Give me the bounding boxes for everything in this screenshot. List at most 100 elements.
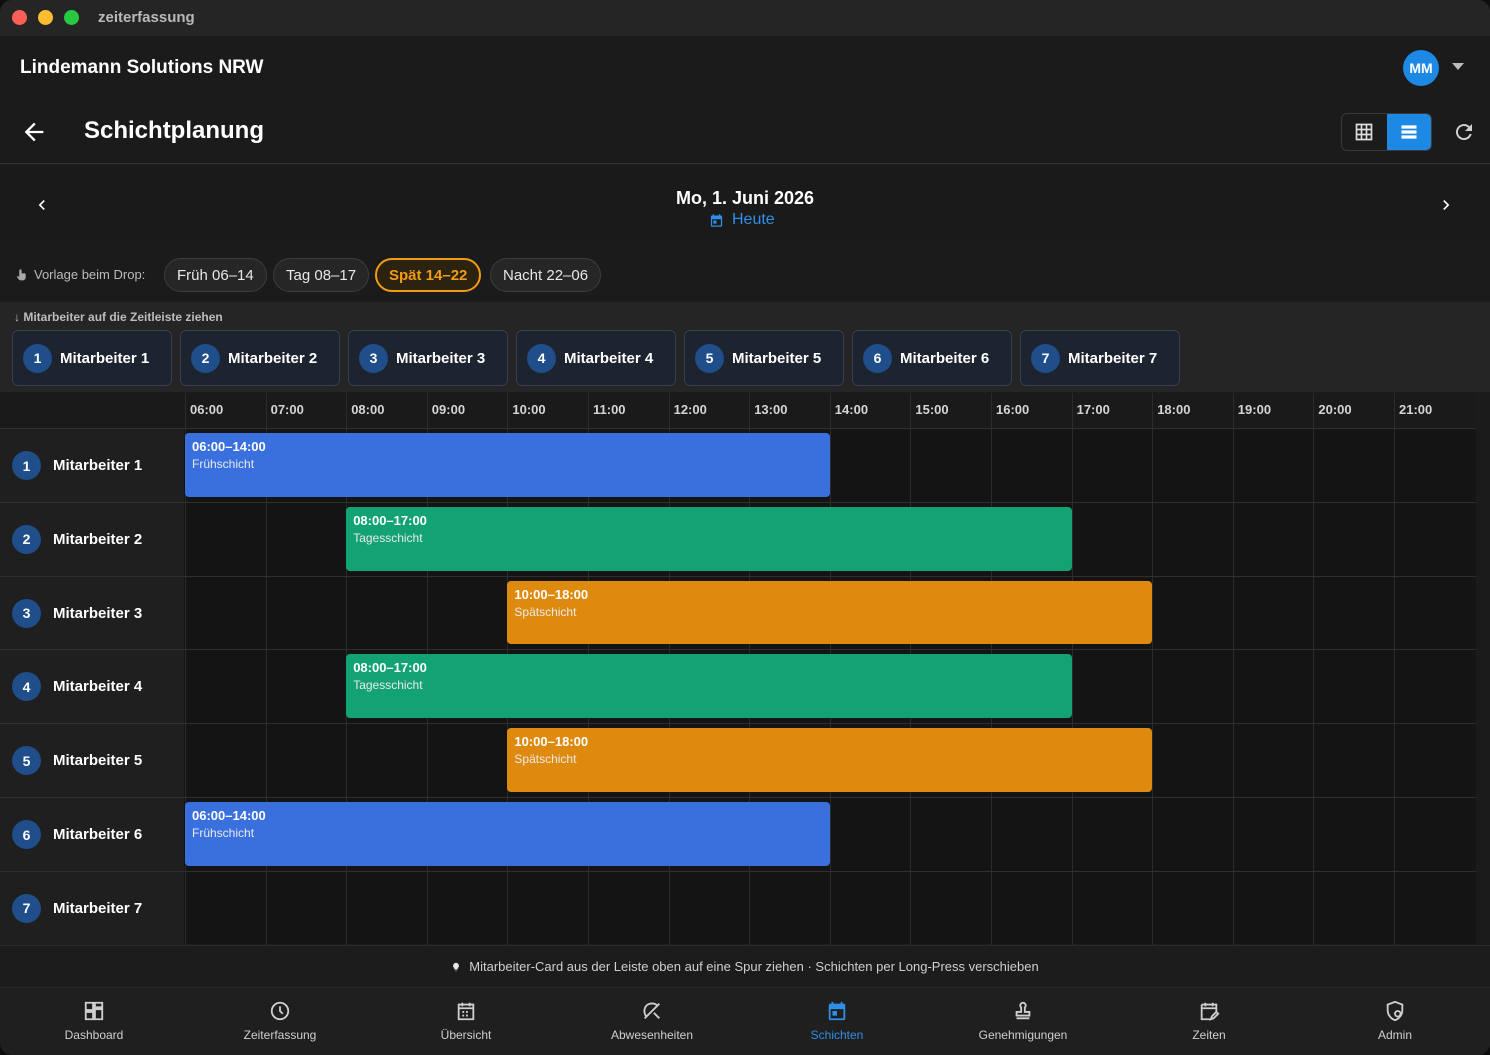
lane-label: 5 Mitarbeiter 5 xyxy=(0,724,184,798)
nav-dashboard[interactable]: Dashboard xyxy=(19,1000,169,1042)
hour-gridline xyxy=(1071,393,1073,945)
today-label: Heute xyxy=(732,211,775,228)
hour-gridline xyxy=(1313,393,1315,945)
lane-divider xyxy=(0,428,1476,429)
shift-time: 08:00–17:00 xyxy=(353,660,427,676)
shift-name: Spätschicht xyxy=(514,604,577,619)
lane-employee-name: Mitarbeiter 3 xyxy=(53,604,143,622)
employee-card[interactable]: 2 Mitarbeiter 2 xyxy=(180,330,340,386)
shift-time: 08:00–17:00 xyxy=(353,512,427,528)
touch-icon xyxy=(16,269,26,281)
today-button[interactable]: Heute xyxy=(709,211,775,229)
hour-gridline xyxy=(1394,393,1395,945)
window-title: zeiterfassung xyxy=(98,9,195,26)
lane-drop-zone[interactable] xyxy=(185,872,1476,945)
employee-card[interactable]: 1 Mitarbeiter 1 xyxy=(12,330,172,386)
hour-label: 07:00 xyxy=(270,402,304,417)
hour-label: 06:00 xyxy=(190,402,224,417)
nav-admin[interactable]: Admin xyxy=(1320,1000,1470,1042)
nav-label: Zeiten xyxy=(1192,1028,1226,1042)
chip-tag[interactable]: Tag 08–17 xyxy=(273,258,370,292)
nav-schichten[interactable]: Schichten xyxy=(762,1000,912,1042)
lane-divider xyxy=(0,797,1476,798)
footer-hint: Mitarbeiter-Card aus der Leiste oben auf… xyxy=(0,945,1490,987)
avatar-initials: MM xyxy=(1409,60,1433,76)
back-arrow-icon[interactable] xyxy=(20,118,48,146)
calendar-edit-icon xyxy=(1200,1002,1220,1021)
lane-employee-name: Mitarbeiter 7 xyxy=(53,899,143,917)
hour-label: 12:00 xyxy=(673,402,707,417)
nav-genehmigungen[interactable]: Genehmigungen xyxy=(948,1000,1098,1042)
nav-uebersicht[interactable]: Übersicht xyxy=(391,1000,541,1042)
date-navigation: Mo, 1. Juni 2026 Heute xyxy=(0,165,1490,245)
chip-label: Spät 14–22 xyxy=(389,266,468,284)
avatar[interactable]: MM xyxy=(1403,50,1439,86)
lane-divider xyxy=(0,649,1476,651)
chip-nacht[interactable]: Nacht 22–06 xyxy=(490,258,602,292)
close-window-button[interactable] xyxy=(12,10,27,25)
chevron-left-icon[interactable] xyxy=(32,195,52,215)
employee-card[interactable]: 3 Mitarbeiter 3 xyxy=(348,330,508,386)
calendar-grid-icon xyxy=(457,1002,475,1021)
nav-label: Abwesenheiten xyxy=(610,1028,694,1042)
chevron-right-icon[interactable] xyxy=(1436,195,1456,215)
hour-label: 19:00 xyxy=(1237,402,1272,417)
timeline-view-button[interactable] xyxy=(1386,114,1431,150)
nav-label: Schichten xyxy=(810,1028,864,1042)
calendar-today-icon xyxy=(828,1001,846,1021)
hour-label: 15:00 xyxy=(915,402,949,417)
nav-label: Zeiterfassung xyxy=(243,1028,317,1042)
page-toolbar: Schichtplanung xyxy=(0,100,1490,164)
shift-timeline: 06:00 07:00 08:00 09:00 10:00 11:00 12:00 13:00… xyxy=(0,393,1476,945)
refresh-icon[interactable] xyxy=(1452,120,1476,144)
employee-number: 5 xyxy=(695,343,724,373)
lane-number: 3 xyxy=(12,598,41,628)
employee-bar: ↓ Mitarbeiter auf die Zeitleiste ziehen … xyxy=(0,302,1490,392)
list-view-icon xyxy=(1401,125,1417,139)
employee-name: Mitarbeiter 5 xyxy=(732,349,822,367)
shift-block[interactable]: 06:00–14:00 Frühschicht xyxy=(185,433,830,497)
lane-employee-name: Mitarbeiter 6 xyxy=(53,826,143,843)
employee-card[interactable]: 4 Mitarbeiter 4 xyxy=(516,330,676,386)
lightbulb-icon xyxy=(453,962,460,971)
dashboard-icon xyxy=(84,1001,104,1021)
shift-name: Spätschicht xyxy=(514,752,577,767)
employee-number: 6 xyxy=(863,343,892,373)
chip-frueh[interactable]: Früh 06–14 xyxy=(164,258,267,292)
nav-label: Dashboard xyxy=(64,1028,124,1042)
employee-card[interactable]: 6 Mitarbeiter 6 xyxy=(852,330,1012,386)
minimize-window-button[interactable] xyxy=(38,10,53,25)
grid-view-button[interactable] xyxy=(1342,114,1387,150)
view-toggle xyxy=(1341,113,1432,151)
shift-block[interactable]: 08:00–17:00 Tagesschicht xyxy=(346,506,1072,571)
employee-card[interactable]: 7 Mitarbeiter 7 xyxy=(1020,330,1180,386)
lane-number: 5 xyxy=(12,746,41,776)
nav-label: Admin xyxy=(1377,1028,1412,1042)
shift-block[interactable]: 06:00–14:00 Frühschicht xyxy=(185,802,830,866)
shift-block[interactable]: 08:00–17:00 Tagesschicht xyxy=(346,654,1072,719)
maximize-window-button[interactable] xyxy=(64,10,79,25)
grid-icon xyxy=(1355,123,1373,141)
lane-label: 3 Mitarbeiter 3 xyxy=(0,576,184,650)
chevron-down-icon[interactable] xyxy=(1452,63,1464,70)
title-bar: zeiterfassung xyxy=(0,0,1490,36)
shift-block[interactable]: 10:00–18:00 Spätschicht xyxy=(507,728,1153,792)
hour-label: 18:00 xyxy=(1157,402,1191,417)
timeline-header: 06:00 07:00 08:00 09:00 10:00 11:00 12:00 13:00… xyxy=(0,393,1476,428)
employee-card[interactable]: 5 Mitarbeiter 5 xyxy=(684,330,844,386)
employee-name: Mitarbeiter 6 xyxy=(900,349,990,367)
chip-label: Tag 08–17 xyxy=(286,266,357,284)
lane-divider xyxy=(0,501,1476,503)
nav-zeiterfassung[interactable]: Zeiterfassung xyxy=(205,1000,355,1042)
shift-block[interactable]: 10:00–18:00 Spätschicht xyxy=(507,580,1153,645)
hour-label: 09:00 xyxy=(431,402,466,417)
nav-zeiten[interactable]: Zeiten xyxy=(1134,1000,1284,1042)
current-date: Mo, 1. Juni 2026 xyxy=(675,188,815,208)
template-label-text: Vorlage beim Drop: xyxy=(34,266,146,282)
nav-abwesenheiten[interactable]: Abwesenheiten xyxy=(577,1000,727,1042)
chip-spaet[interactable]: Spät 14–22 xyxy=(375,258,482,292)
hour-gridline xyxy=(185,393,186,945)
stamp-icon xyxy=(1015,1001,1031,1020)
employee-name: Mitarbeiter 1 xyxy=(60,349,150,367)
